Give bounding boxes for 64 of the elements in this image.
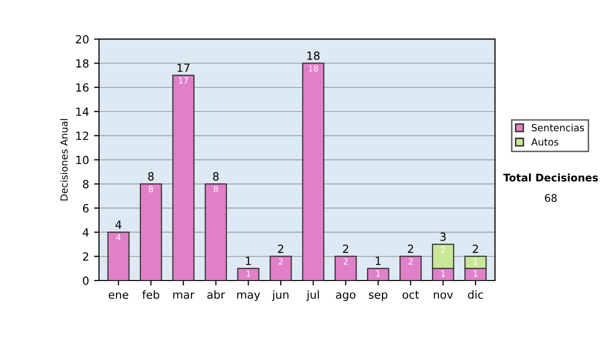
- total-label: 4: [115, 220, 122, 229]
- y-tick-label: 8: [82, 180, 89, 188]
- data-label: 8: [148, 186, 154, 192]
- data-label: 1: [441, 270, 445, 277]
- bar: [367, 268, 390, 280]
- legend-label: Autos: [531, 138, 558, 146]
- text: Total Decisiones: [503, 173, 598, 182]
- y-tick-label: 4: [82, 228, 89, 236]
- data-label: 1: [376, 270, 380, 277]
- y-tick-label: 6: [82, 204, 89, 212]
- legend-label: Sentencias: [532, 124, 584, 132]
- bar: [237, 268, 260, 280]
- total-label: 3: [440, 232, 446, 241]
- x-tick-label: jun: [272, 290, 288, 301]
- data-label: 1: [474, 258, 478, 265]
- x-tick-label: oct: [402, 290, 419, 299]
- x-tick-label: ago: [336, 292, 356, 301]
- data-label: 1: [246, 270, 250, 277]
- total-label: 8: [148, 172, 154, 181]
- x-tick-label: nov: [434, 292, 453, 299]
- bar: [204, 183, 227, 280]
- y-tick-label: 0: [82, 276, 89, 285]
- data-label: 1: [474, 270, 478, 277]
- y-tick-label: 10: [76, 156, 89, 164]
- y-tick-label: 18: [76, 59, 89, 68]
- x-tick-label: dic: [468, 290, 483, 299]
- x-tick-label: feb: [142, 290, 160, 299]
- bar: [302, 62, 324, 280]
- y-tick-label: 14: [76, 108, 89, 116]
- y-tick-label: 20: [76, 35, 89, 44]
- y-tick-label: 2: [83, 252, 88, 261]
- data-label: 2: [441, 246, 445, 252]
- total-label: 8: [213, 172, 219, 181]
- x-tick-label: abr: [207, 290, 226, 299]
- total-label: 18: [307, 51, 320, 60]
- data-label: 2: [408, 258, 412, 265]
- total-label: 1: [246, 256, 251, 265]
- total-label: 2: [472, 244, 478, 253]
- x-tick-label: sep: [368, 292, 388, 301]
- data-label: 17: [179, 77, 188, 84]
- total-label: 2: [278, 244, 284, 253]
- x-tick-label: ene: [108, 292, 128, 299]
- bar: [334, 256, 357, 280]
- bar: [270, 256, 292, 280]
- total-label: 1: [376, 256, 381, 265]
- x-tick-label: jul: [306, 290, 319, 301]
- bar: [107, 232, 130, 280]
- bar: [400, 256, 422, 280]
- y-tick-label: 12: [76, 132, 88, 140]
- data-label: 4: [116, 234, 121, 240]
- x-tick-label: mar: [173, 292, 194, 299]
- data-label: 8: [214, 186, 218, 192]
- y-axis-title: Decisiones Anual: [60, 119, 68, 200]
- text: 68: [544, 194, 557, 202]
- data-label: 2: [278, 258, 283, 265]
- total-label: 17: [178, 64, 190, 72]
- x-tick-label: may: [237, 292, 260, 301]
- data-label: 18: [308, 65, 318, 72]
- total-label: 2: [342, 244, 348, 253]
- total-label: 2: [408, 244, 414, 253]
- bar: [140, 183, 162, 280]
- data-label: 2: [344, 258, 348, 265]
- y-tick-label: 16: [76, 83, 89, 92]
- bar: [172, 74, 194, 280]
